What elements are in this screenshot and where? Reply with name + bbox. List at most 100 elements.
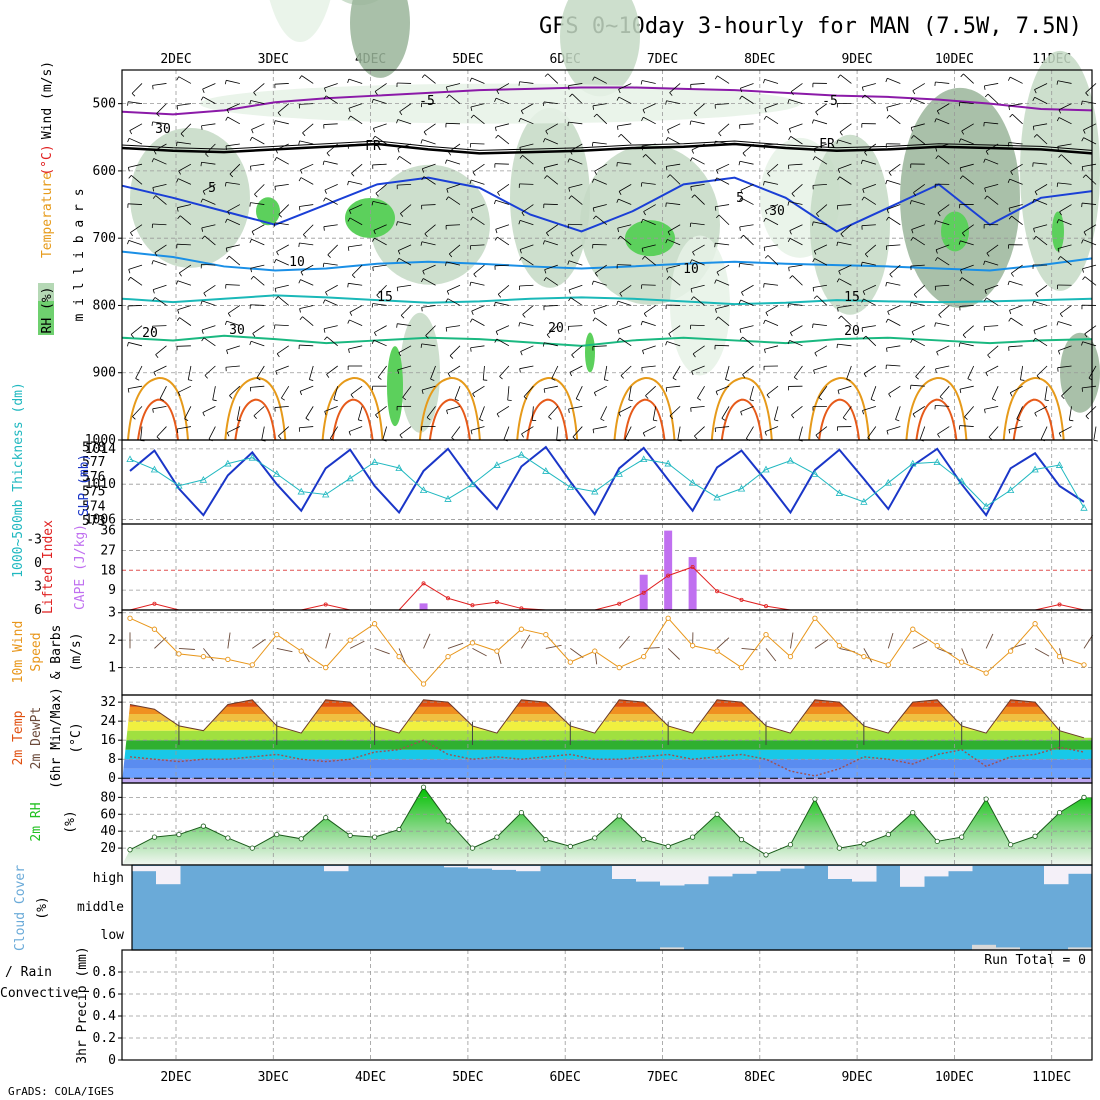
thickness-marker bbox=[468, 480, 477, 488]
wind-barb bbox=[984, 83, 999, 87]
wind-barb bbox=[224, 320, 227, 325]
cloud-gap-high bbox=[132, 866, 157, 872]
wind-speed-marker bbox=[1081, 662, 1087, 668]
cloud-gap-high bbox=[612, 866, 637, 879]
wind-barb bbox=[324, 336, 328, 341]
wind-barb bbox=[839, 131, 843, 136]
wind-speed-marker bbox=[934, 642, 940, 649]
wind-barb bbox=[813, 148, 816, 153]
wind-barb bbox=[643, 313, 647, 317]
wind-barb bbox=[642, 103, 656, 110]
wind-barb bbox=[152, 121, 167, 125]
wind-barb bbox=[446, 83, 461, 88]
wind-barb bbox=[986, 244, 999, 254]
rh-marker bbox=[738, 837, 745, 843]
li-tick-label: 6 bbox=[34, 603, 42, 618]
thickness-marker bbox=[126, 455, 134, 463]
y-tick-label: 800 bbox=[93, 298, 116, 313]
wind-barb bbox=[519, 368, 521, 373]
thickness-marker bbox=[517, 450, 526, 458]
wind-barb bbox=[396, 287, 399, 292]
wind-barb bbox=[348, 426, 363, 432]
wind-barb bbox=[788, 267, 790, 272]
lifted-index-marker bbox=[152, 601, 157, 606]
wind-barb bbox=[669, 83, 681, 93]
wind-barb bbox=[962, 224, 974, 234]
wind-barb bbox=[862, 83, 876, 88]
wind-barb bbox=[617, 300, 632, 306]
wind-barb bbox=[816, 295, 828, 306]
wind-barb bbox=[1032, 337, 1036, 342]
wind-barb bbox=[568, 121, 583, 125]
thickness-marker bbox=[542, 467, 550, 474]
wind-barb bbox=[838, 315, 842, 320]
wind-barb bbox=[813, 369, 816, 375]
wind-barb bbox=[497, 134, 510, 145]
wind-barb bbox=[915, 376, 919, 380]
thickness-marker bbox=[1055, 461, 1064, 468]
wind-barb bbox=[348, 180, 363, 185]
wind-barb bbox=[397, 284, 412, 288]
wind-barb bbox=[273, 259, 277, 264]
wind-barb bbox=[250, 304, 265, 306]
wind-barb bbox=[497, 284, 510, 295]
wind-barb bbox=[374, 647, 390, 655]
wind-barb bbox=[818, 385, 828, 398]
wind-barb bbox=[987, 354, 991, 359]
wind-barb bbox=[1056, 321, 1059, 326]
wind-barb bbox=[725, 379, 730, 381]
wind-barb bbox=[911, 123, 925, 128]
wind-barb bbox=[911, 229, 914, 234]
cloud-gap-high bbox=[660, 866, 685, 886]
wind-barb bbox=[912, 338, 925, 347]
cape-tick-label: 18 bbox=[100, 563, 116, 578]
wind-barb bbox=[303, 224, 314, 235]
wind-barb bbox=[716, 637, 730, 649]
wind-barb bbox=[1081, 137, 1084, 142]
wind-barb bbox=[738, 299, 742, 304]
lifted-index-marker bbox=[421, 581, 426, 586]
wind-barb bbox=[372, 266, 374, 272]
wind-speed-marker bbox=[543, 632, 549, 638]
wind-barb bbox=[1068, 406, 1072, 421]
wind-barb bbox=[1084, 276, 1097, 286]
wind-barb bbox=[225, 182, 227, 187]
lifted-index-marker bbox=[494, 600, 499, 605]
wind-barb bbox=[302, 132, 306, 137]
wind-barb bbox=[454, 398, 459, 402]
isotherm-line bbox=[121, 334, 1093, 347]
wind-barb bbox=[275, 284, 289, 289]
wind-barb bbox=[202, 300, 216, 306]
wind-barb bbox=[568, 85, 570, 90]
hot-isotherm bbox=[818, 398, 861, 441]
wind-barb bbox=[226, 218, 241, 226]
wind-barb bbox=[1060, 256, 1072, 266]
wind-barb bbox=[470, 281, 485, 286]
contour-label: 30 bbox=[155, 122, 171, 137]
wind-barb bbox=[889, 274, 893, 278]
rh-marker bbox=[787, 842, 794, 848]
wind-barb bbox=[544, 342, 558, 347]
wind-barb bbox=[715, 242, 730, 246]
date-label-top: 3DEC bbox=[258, 52, 289, 67]
total-rain-label: Total / Rain bbox=[0, 965, 52, 980]
cloud-level-label: low bbox=[101, 928, 125, 943]
wind-barb bbox=[836, 278, 840, 283]
wind-barb bbox=[813, 250, 817, 255]
wind-barb bbox=[499, 365, 510, 377]
wind-barb bbox=[225, 284, 240, 286]
thickness-marker bbox=[664, 459, 672, 467]
wind-barb bbox=[641, 146, 643, 151]
wind-barb bbox=[374, 91, 378, 95]
wind-barb bbox=[229, 173, 234, 178]
wind-barb bbox=[718, 123, 730, 134]
wind-barb bbox=[357, 406, 363, 420]
wind-barb bbox=[988, 426, 999, 438]
wind-barb bbox=[741, 284, 754, 293]
wind-barb bbox=[886, 345, 901, 349]
wind-barb bbox=[1033, 300, 1048, 306]
y-tick-label: 0.4 bbox=[93, 1009, 117, 1024]
y-tick-label: 900 bbox=[93, 366, 116, 381]
wind-barb bbox=[202, 406, 216, 413]
wind-barb bbox=[666, 163, 681, 167]
